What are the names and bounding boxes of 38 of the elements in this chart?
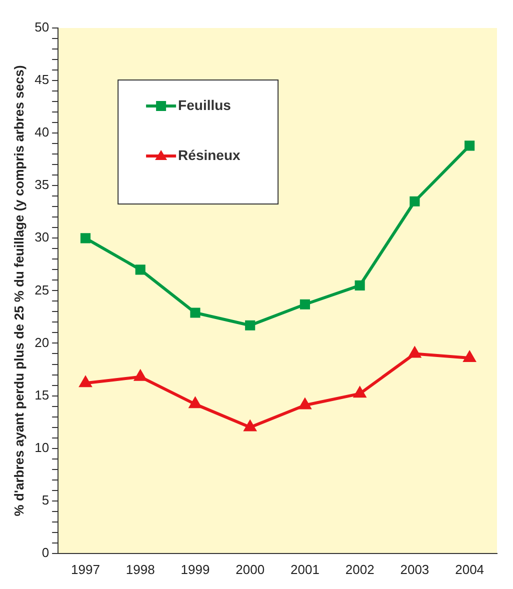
x-tick-label: 2004 [455, 562, 484, 577]
point [190, 308, 200, 318]
point [80, 376, 92, 388]
y-tick-label: 15 [34, 387, 50, 402]
point [80, 233, 91, 244]
point [464, 140, 475, 151]
x-tick-label: 1999 [180, 562, 210, 577]
y-tick-label: 30 [34, 230, 50, 245]
point [410, 196, 420, 206]
legend-label: Feuillus [178, 96, 232, 113]
y-tick-label: 10 [34, 440, 50, 455]
x-tick-label: 1998 [126, 562, 155, 577]
point [134, 370, 146, 381]
point [244, 420, 256, 432]
point [354, 387, 366, 398]
y-tick-label: 35 [34, 177, 50, 192]
y-tick-label: 20 [34, 334, 50, 350]
y-tick-label: 5 [42, 492, 50, 508]
point [464, 351, 476, 362]
x-tick-label: 2000 [236, 562, 265, 577]
point [299, 398, 311, 410]
x-tick-label: 2001 [290, 562, 320, 577]
legend-label: Résineux [178, 146, 241, 163]
point [354, 280, 365, 290]
y-tick-label: 40 [34, 124, 50, 140]
x-tick-label: 2002 [345, 562, 374, 577]
x-tick-label: 2003 [400, 562, 430, 577]
point [135, 264, 146, 275]
point [245, 320, 256, 330]
point [408, 347, 421, 358]
y-tick-label: 25 [34, 282, 50, 298]
y-tick-label: 0 [42, 544, 50, 560]
y-tick-label: 50 [34, 20, 50, 35]
x-tick-label: 1997 [71, 562, 100, 577]
point [300, 299, 310, 310]
y-axis-title: % d'arbres ayant perdu plus de 25 % du feuillage (y compris arbres secs) [11, 65, 26, 516]
y-tick-label: 45 [34, 72, 50, 88]
point [189, 398, 202, 408]
